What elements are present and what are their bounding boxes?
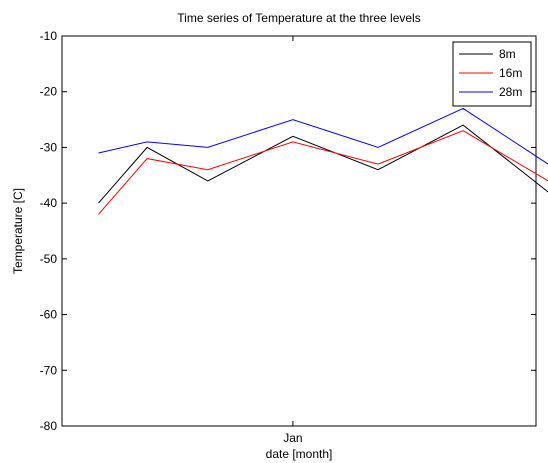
y-tick-label: -80 <box>40 419 58 433</box>
legend-label-8m: 8m <box>499 47 516 61</box>
y-tick-label: -60 <box>40 308 58 322</box>
legend: 8m 16m 28m <box>452 41 532 107</box>
y-tick-label: -70 <box>40 363 58 377</box>
y-tick-label: -30 <box>40 140 58 154</box>
y-tick-label: -10 <box>40 29 58 43</box>
legend-label-16m: 16m <box>499 66 522 80</box>
x-tick-label: Jan <box>283 431 302 445</box>
legend-box <box>452 41 532 107</box>
y-tick-label: -20 <box>40 85 58 99</box>
ticks-layer: -80-70-60-50-40-30-20-10JanAprJulOctJan <box>40 29 536 445</box>
x-axis-label: date [month] <box>266 447 333 461</box>
y-tick-label: -40 <box>40 196 58 210</box>
y-tick-label: -50 <box>40 252 58 266</box>
chart-title: Time series of Temperature at the three … <box>177 11 420 25</box>
legend-label-28m: 28m <box>499 85 522 99</box>
y-axis-label: Temperature [C] <box>11 188 25 274</box>
